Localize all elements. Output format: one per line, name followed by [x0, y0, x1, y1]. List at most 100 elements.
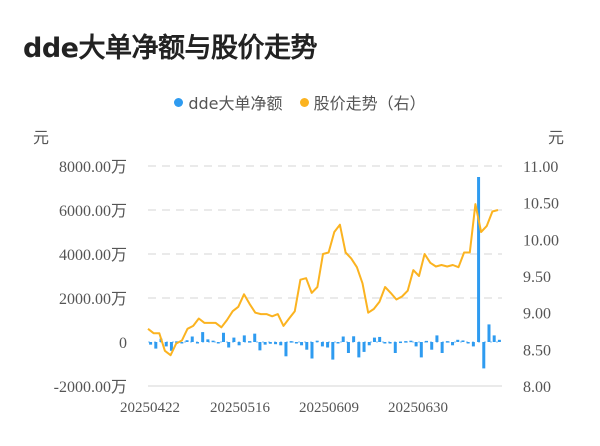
- dde-bar: [258, 342, 262, 351]
- dde-bar: [451, 342, 455, 346]
- dde-bar: [456, 339, 460, 342]
- dde-bar: [461, 340, 465, 342]
- dde-bar: [169, 342, 173, 351]
- dde-bar: [294, 342, 298, 344]
- dde-bar: [383, 342, 387, 344]
- right-axis-ticks: 11.00 10.50 10.00 9.50 9.00 8.50 8.00: [523, 159, 559, 396]
- dde-bar: [357, 342, 361, 358]
- dde-bar: [149, 342, 153, 345]
- right-tick-label: 11.00: [523, 159, 558, 176]
- left-axis-ticks: 8000.00万 6000.00万 4000.00万 2000.00万 0 -2000.0…: [54, 159, 127, 396]
- dde-bar: [221, 332, 225, 342]
- gridlines: [148, 165, 502, 387]
- dde-bar: [300, 342, 304, 346]
- left-axis-unit: 元: [33, 130, 49, 147]
- dde-bar: [409, 340, 413, 343]
- dde-bar: [315, 340, 319, 343]
- right-axis-unit: 元: [548, 130, 564, 147]
- x-tick-label: 20250630: [388, 400, 448, 416]
- dde-bar: [471, 342, 475, 347]
- dde-bar: [466, 342, 470, 344]
- dde-bar: [440, 342, 444, 353]
- dde-bar: [216, 342, 220, 344]
- dde-bar: [154, 342, 158, 349]
- legend-dot-orange-icon: [299, 97, 309, 107]
- dde-bar: [326, 342, 330, 348]
- dde-bar: [242, 335, 246, 342]
- dde-bar: [185, 340, 189, 342]
- left-tick-label: -2000.00万: [54, 379, 127, 396]
- dde-bar: [497, 339, 501, 342]
- left-tick-label: 6000.00万: [59, 203, 127, 220]
- right-tick-label: 8.50: [523, 342, 551, 359]
- dde-bar: [201, 332, 205, 342]
- right-tick-label: 8.00: [523, 379, 551, 396]
- dde-bar: [190, 336, 194, 342]
- left-tick-label: 4000.00万: [59, 247, 127, 264]
- dde-bar: [388, 342, 392, 344]
- dde-bar: [378, 336, 382, 342]
- x-tick-label: 20250422: [120, 400, 180, 416]
- dde-bar: [393, 342, 397, 353]
- dde-bar: [195, 342, 199, 344]
- dde-bar: [248, 341, 252, 343]
- dde-bar: [435, 335, 439, 342]
- dde-bar: [404, 341, 408, 343]
- dde-bar: [367, 342, 371, 346]
- dde-bars: [148, 177, 502, 369]
- dde-bar: [268, 342, 272, 344]
- dde-bar: [237, 342, 241, 346]
- dde-bar: [289, 341, 293, 343]
- dde-bar: [482, 342, 486, 369]
- dde-bar: [175, 341, 179, 343]
- left-tick-label: 0: [119, 335, 127, 352]
- x-axis-ticks: 20250422 20250516 20250609 20250630: [120, 400, 448, 416]
- dde-bar: [362, 342, 366, 352]
- x-tick-label: 20250516: [210, 400, 271, 416]
- dde-bar: [206, 339, 210, 342]
- dde-bar: [180, 342, 184, 344]
- x-tick-label: 20250609: [299, 400, 359, 416]
- dde-bar: [279, 342, 283, 346]
- dde-bar: [445, 341, 449, 343]
- left-tick-label: 2000.00万: [59, 291, 127, 308]
- dde-bar: [336, 342, 340, 344]
- dde-bar: [430, 342, 434, 350]
- chart-title: dde大单净额与股价走势: [23, 33, 317, 64]
- dde-bar: [477, 177, 481, 342]
- dde-bar: [263, 342, 267, 345]
- dde-bar: [274, 342, 278, 345]
- dde-bar: [232, 337, 236, 342]
- dde-bar: [331, 342, 335, 360]
- right-tick-label: 9.00: [523, 306, 551, 323]
- left-tick-label: 8000.00万: [59, 159, 127, 176]
- dde-bar: [320, 342, 324, 347]
- right-tick-label: 9.50: [523, 269, 551, 286]
- dde-bar: [284, 342, 288, 357]
- legend-item-price[interactable]: 股价走势（右）: [299, 90, 426, 114]
- legend-item-dde[interactable]: dde大单净额: [174, 90, 283, 114]
- dde-bar: [253, 333, 257, 342]
- right-tick-label: 10.00: [523, 232, 559, 249]
- dde-bar: [346, 342, 350, 353]
- dde-bar: [211, 340, 215, 343]
- dde-bar: [310, 342, 314, 359]
- dde-bar: [425, 340, 429, 343]
- dde-bar: [414, 342, 418, 347]
- legend-label-dde: dde大单净额: [188, 94, 283, 113]
- dde-bar: [398, 341, 402, 344]
- dde-bar: [305, 342, 309, 350]
- dde-bar: [492, 335, 496, 342]
- dde-bar: [487, 324, 491, 342]
- right-tick-label: 10.50: [523, 196, 559, 213]
- legend-dot-blue-icon: [174, 97, 184, 107]
- legend: dde大单净额 股价走势（右）: [0, 90, 600, 114]
- dde-bar: [341, 336, 345, 342]
- legend-label-price: 股价走势（右）: [313, 94, 426, 113]
- price-line: [147, 203, 499, 357]
- dde-bar: [419, 342, 423, 358]
- dde-bar: [227, 342, 231, 348]
- dde-bar: [164, 342, 168, 347]
- dde-bar: [352, 336, 356, 342]
